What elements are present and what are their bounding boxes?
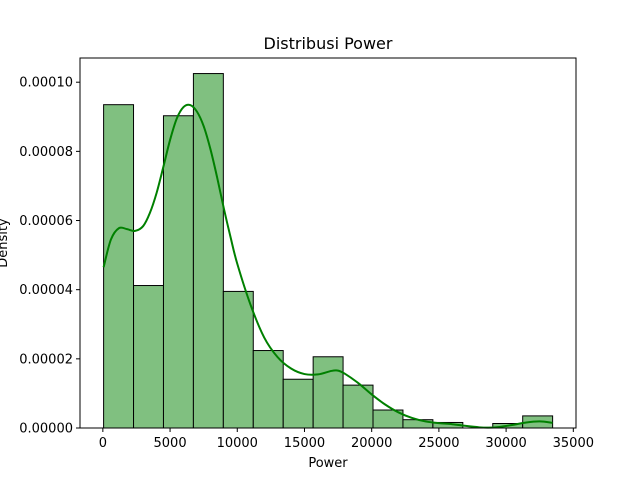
y-tick-label: 0.00006 (19, 214, 73, 229)
histogram-bar-7 (282, 378, 314, 429)
histogram-bar-6 (252, 350, 284, 429)
x-tick-label: 0 (99, 436, 107, 451)
x-tick-label: 20000 (351, 436, 392, 451)
plot-frame (79, 57, 577, 429)
histogram-bar-3 (162, 115, 194, 429)
x-tick-label: 25000 (418, 436, 459, 451)
x-tick-label: 5000 (154, 436, 187, 451)
y-axis: 0.00000 0.00002 0.00004 0.00006 0.00008 0.000… (19, 76, 80, 437)
kde-curve-group (102, 103, 553, 429)
chart-title: Distribusi Power (264, 34, 393, 53)
x-axis: 0 5000 10000 15000 20000 25000 30000 35000 (99, 428, 594, 451)
x-tick-label: 35000 (553, 436, 594, 451)
y-tick-label: 0.00000 (19, 422, 73, 437)
histogram-bar-2 (133, 285, 164, 429)
kde-line (102, 103, 553, 429)
histogram-bar-4 (192, 73, 224, 429)
y-axis-label: Density (0, 218, 11, 268)
x-tick-label: 15000 (284, 436, 325, 451)
histogram-bar-8 (312, 356, 344, 429)
histogram-bars (103, 73, 554, 429)
x-tick-label: 10000 (217, 436, 258, 451)
x-tick-label: 30000 (485, 436, 526, 451)
histogram-bar-1 (103, 104, 135, 429)
y-tick-label: 0.00010 (19, 76, 73, 91)
y-tick-label: 0.00004 (19, 283, 73, 298)
histogram-bar-5 (222, 290, 254, 429)
x-axis-label: Power (308, 456, 348, 471)
y-tick-label: 0.00002 (19, 352, 73, 367)
y-tick-label: 0.00008 (19, 145, 73, 160)
